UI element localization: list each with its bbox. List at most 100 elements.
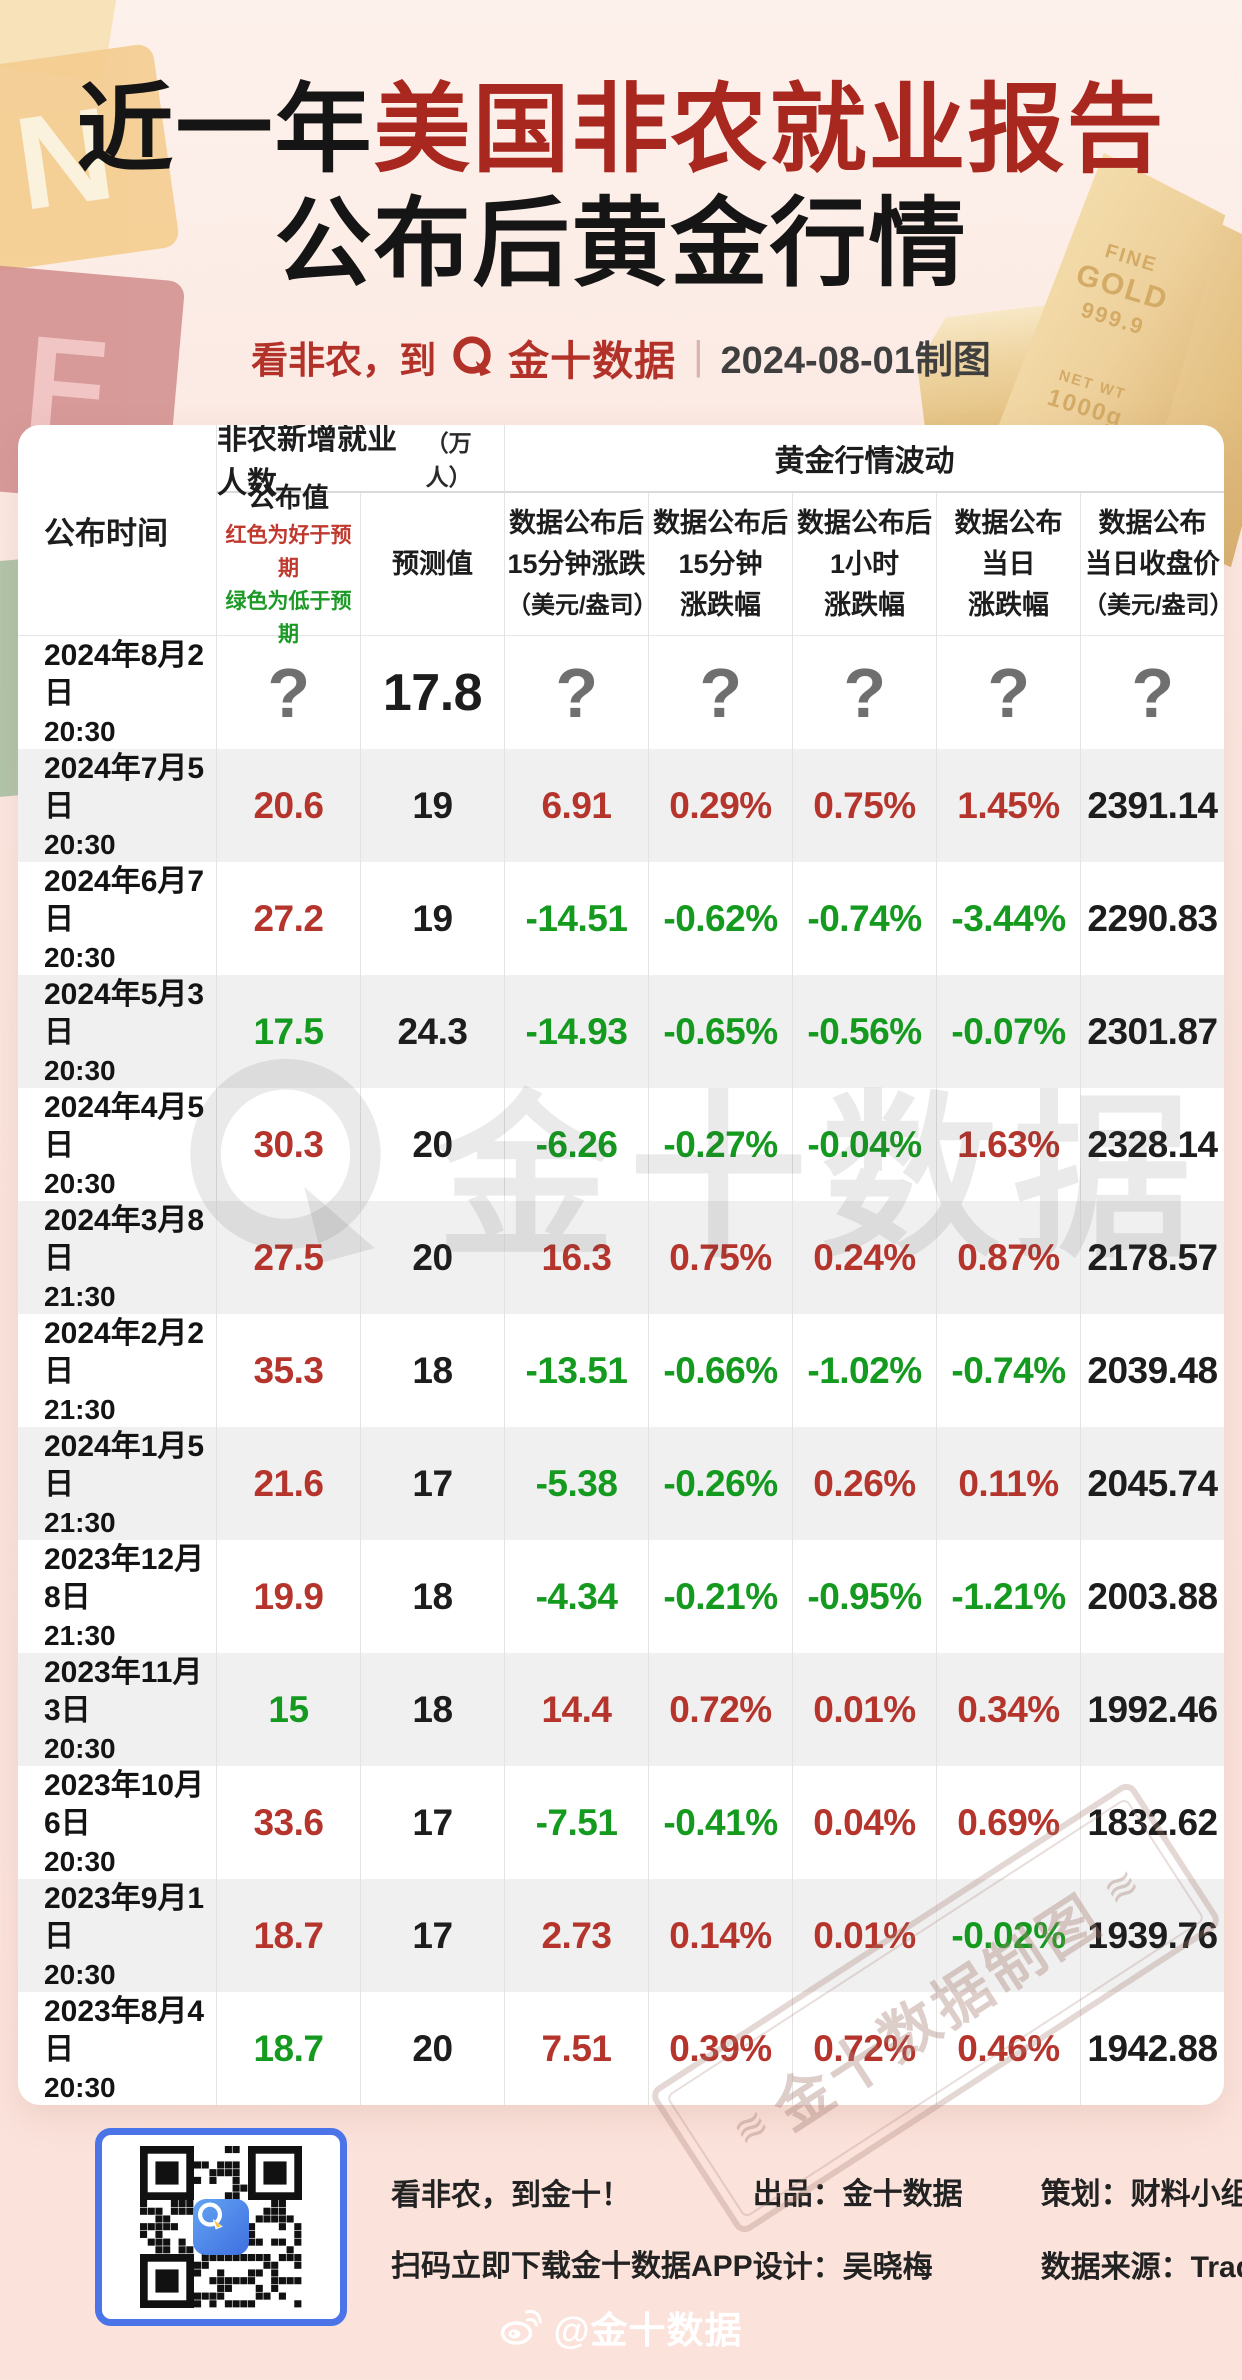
data-value: 0.24% [792,1201,936,1314]
pending-value: ? [216,636,360,749]
data-value: 2328.14 [1080,1088,1224,1201]
sub-header-col-2: 预测值 [360,493,504,635]
data-value: 1832.62 [1080,1766,1224,1879]
data-value: -13.51 [504,1314,648,1427]
header-group-gold: 黄金行情波动 [504,425,1224,493]
publish-date: 2023年8月4日 [44,1994,205,2066]
data-value: 2290.83 [1080,862,1224,975]
publish-time: 20:30 [44,1845,116,1877]
publish-date: 2024年8月2日 [44,638,205,710]
publish-date: 2024年7月5日 [44,751,205,823]
data-value: 30.3 [216,1088,360,1201]
data-value: 17.5 [216,975,360,1088]
data-value: 27.2 [216,862,360,975]
data-value: 27.5 [216,1201,360,1314]
header-publish-time: 公布时间 [44,515,168,551]
credit-producer: 出品：金十数据 [752,2177,963,2211]
data-value: 6.91 [504,749,648,862]
header-group-nfp: 非农新增就业人数 （万人） [216,425,504,500]
footer-row: 看非农，到金十！ 扫码立即下载金十数据APP 出品：金十数据 设计：吴晓梅 策划… [0,2128,1242,2326]
data-value: 15 [216,1653,360,1766]
data-value: 16.3 [504,1201,648,1314]
data-value: 17 [360,1427,504,1540]
data-value: 20 [360,1088,504,1201]
qr-pattern [140,2146,302,2308]
data-value: 20 [360,1201,504,1314]
title-line2: 公布后黄金行情 [274,186,968,301]
table-row: 2023年9月1日 20:30 18.7 17 2.73 0.14% 0.01% -0.02%… [18,1879,1224,1992]
data-value: 0.04% [792,1766,936,1879]
sub-header-line: 1小时 [829,548,900,579]
publish-date-cell: 2023年10月6日 20:30 [18,1766,216,1879]
credit-column-1: 出品：金十数据 设计：吴晓梅 [753,2169,963,2286]
data-value: 0.39% [648,1992,792,2105]
data-value: 0.72% [648,1653,792,1766]
sub-header-line: 涨跌幅 [680,589,761,620]
publish-time: 20:30 [44,1732,116,1764]
sub-header-line: 涨跌幅 [968,589,1049,620]
data-value: 1942.88 [1080,1992,1224,2105]
credits: 出品：金十数据 设计：吴晓梅 策划：财料小组 数据来源：TradingHero [753,2169,1242,2286]
table-row: 2024年3月8日 21:30 27.5 20 16.3 0.75% 0.24% 0.87% 2… [18,1201,1224,1314]
data-value: 20 [360,1992,504,2105]
publish-date-cell: 2024年3月8日 21:30 [18,1201,216,1314]
pending-value: ? [936,636,1080,749]
divider: | [693,334,704,379]
data-value: 0.69% [936,1766,1080,1879]
publish-date-cell: 2024年8月2日 20:30 [18,636,216,749]
data-value: 0.26% [792,1427,936,1540]
data-value: 1992.46 [1080,1653,1224,1766]
sub-header-line: 数据公布后 [653,507,788,538]
table-body: 2024年8月2日 20:30? 17.8????? 2024年7月5日 20:30 20… [18,636,1224,2105]
publish-time: 20:30 [44,828,116,860]
data-value: -14.93 [504,975,648,1088]
data-value: 0.29% [648,749,792,862]
data-value: -0.04% [792,1088,936,1201]
qr-caption-line1: 看非农，到金十！ [391,2178,631,2212]
publish-date-cell: 2024年7月5日 20:30 [18,749,216,862]
table-row: 2024年5月3日 20:30 17.5 24.3 -14.93 -0.65% -0.56%… [18,975,1224,1088]
data-value: 18 [360,1540,504,1653]
table-row: 2023年10月6日 20:30 33.6 17 -7.51 -0.41% 0.04% 0.6… [18,1766,1224,1879]
publish-date-cell: 2024年5月3日 20:30 [18,975,216,1088]
sub-header-line: 数据公布后 [509,507,644,538]
title-red-part: 美国非农就业报告 [373,72,1166,186]
publish-date-cell: 2024年6月7日 20:30 [18,862,216,975]
data-value: -4.34 [504,1540,648,1653]
data-value: 17 [360,1766,504,1879]
data-value: 1.63% [936,1088,1080,1201]
data-value: -0.74% [936,1314,1080,1427]
publish-date: 2023年9月1日 [44,1881,205,1953]
publish-date: 2024年4月5日 [44,1090,205,1162]
data-value: -0.07% [936,975,1080,1088]
sub-header-line: 数据公布后 [797,507,932,538]
table-row: 2024年8月2日 20:30? 17.8????? [18,636,1224,749]
group-nfp-title: 非农新增就业人数 [217,425,397,500]
data-value: 19.9 [216,1540,360,1653]
table-row: 2024年1月5日 21:30 21.6 17 -5.38 -0.26% 0.26% 0.11… [18,1427,1224,1540]
publish-date: 2023年12月8日 [44,1542,205,1614]
publish-date-cell: 2024年2月2日 21:30 [18,1314,216,1427]
table-row: 2023年11月3日 20:30 15 18 14.4 0.72% 0.01% 0.34% 19… [18,1653,1224,1766]
data-value: 17.8 [360,636,504,749]
data-value: 1939.76 [1080,1879,1224,1992]
jin10-app-logo [193,2199,249,2255]
publish-time: 20:30 [44,941,116,973]
publish-time: 20:30 [44,715,116,747]
title-black-part: 近一年 [76,72,374,186]
table-row: 2023年12月8日 21:30 19.9 18 -4.34 -0.21% -0.95% -1… [18,1540,1224,1653]
data-value: 18.7 [216,1992,360,2105]
jin10-q-icon [197,2202,223,2230]
sub-header-col-4: 数据公布后 15分钟涨跌幅 [648,493,792,635]
data-value: -0.65% [648,975,792,1088]
publish-time: 20:30 [44,1167,116,1199]
data-value: -3.44% [936,862,1080,975]
data-value: 18 [360,1653,504,1766]
header: 近一年美国非农就业报告 公布后黄金行情 看非农，到 金十数据 | 2024-08… [0,72,1242,387]
table-row: 2024年2月2日 21:30 35.3 18 -13.51 -0.66% -1.02% -0… [18,1314,1224,1427]
data-value: -1.21% [936,1540,1080,1653]
sub-header-line: 15分钟 [678,548,763,579]
data-value: -5.38 [504,1427,648,1540]
sub-header-line: 当日收盘价 [1085,548,1220,579]
sub-header-col-7: 数据公布 当日收盘价 （美元/盎司） [1080,493,1224,635]
